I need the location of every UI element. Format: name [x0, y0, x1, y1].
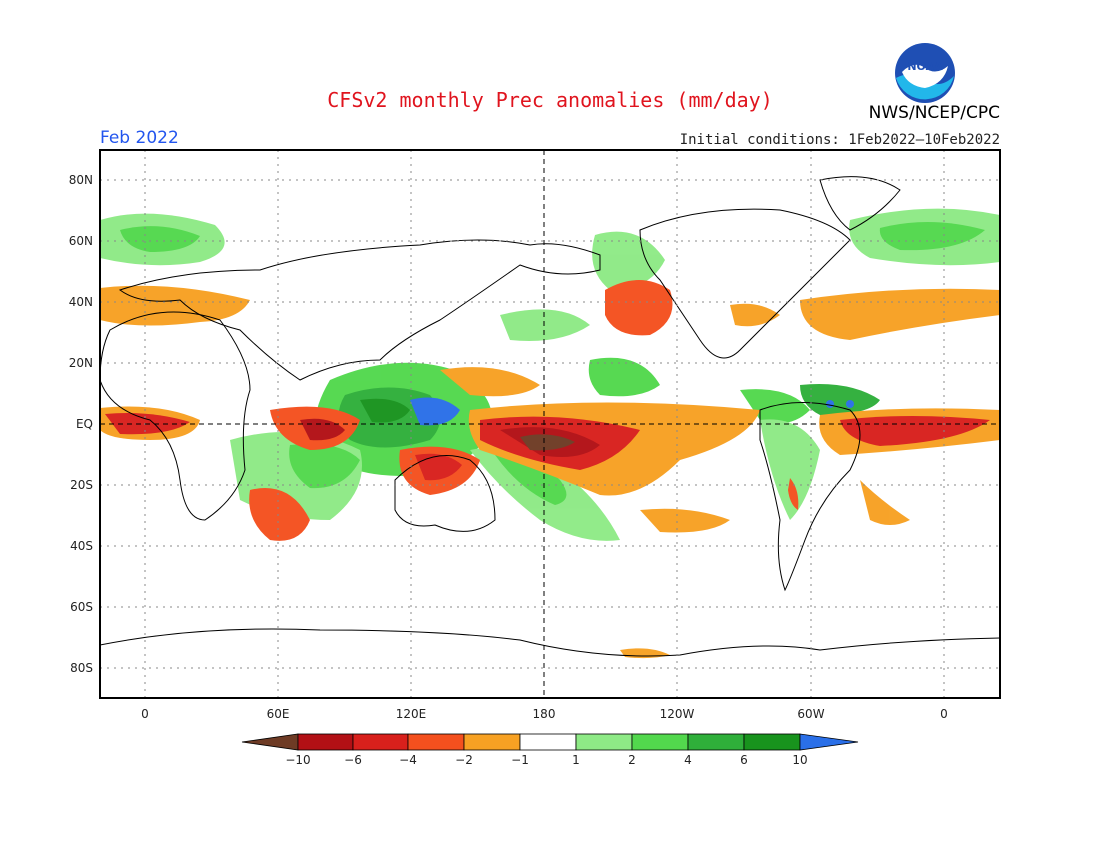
- colorbar-label: −6: [344, 753, 362, 767]
- colorbar-bin: [631, 733, 689, 751]
- map-frame: [99, 149, 1001, 699]
- forecast-month: Feb 2022: [100, 128, 179, 148]
- lat-label: 40N: [69, 295, 93, 309]
- lat-label: 80N: [69, 173, 93, 187]
- colorbar-label: 1: [572, 753, 580, 767]
- colorbar-label: −10: [285, 753, 310, 767]
- colorbar-label: −2: [455, 753, 473, 767]
- anomaly-fields: [100, 208, 1000, 659]
- reference-lines: [100, 150, 1000, 698]
- colorbar-bin: [297, 733, 354, 751]
- lat-label: 20N: [69, 356, 93, 370]
- colorbar-arrow-high: [799, 733, 859, 751]
- colorbar-bin: [407, 733, 465, 751]
- colorbar-label: 2: [628, 753, 636, 767]
- lon-label: 120E: [396, 707, 427, 721]
- noaa-logo: NOAA: [895, 43, 955, 103]
- latitude-axis: 80N 60N 40N 20N EQ 20S 40S 60S 80S: [69, 173, 93, 675]
- colorbar-label: 6: [740, 753, 748, 767]
- lon-label: 0: [141, 707, 149, 721]
- colorbar-bin: [519, 733, 577, 751]
- colorbar: [241, 733, 859, 751]
- lat-label: EQ: [76, 417, 93, 431]
- lat-label: 40S: [70, 539, 93, 553]
- colorbar-labels: −10 −6 −4 −2 −1 1 2 4 6 10: [285, 753, 807, 767]
- lat-label: 60S: [70, 600, 93, 614]
- lat-label: 60N: [69, 234, 93, 248]
- svg-text:NOAA: NOAA: [907, 60, 943, 73]
- colorbar-label: 10: [792, 753, 807, 767]
- agency-label: NWS/NCEP/CPC: [868, 103, 1000, 123]
- lat-label: 20S: [70, 478, 93, 492]
- colorbar-label: −4: [399, 753, 417, 767]
- map-title: CFSv2 monthly Prec anomalies (mm/day): [327, 88, 773, 112]
- lon-label: 120W: [660, 707, 695, 721]
- colorbar-label: 4: [684, 753, 692, 767]
- lon-label: 180: [533, 707, 556, 721]
- longitude-axis: 0 60E 120E 180 120W 60W 0: [141, 707, 948, 721]
- lon-label: 0: [940, 707, 948, 721]
- coastlines: [99, 176, 1001, 657]
- colorbar-bin: [463, 733, 521, 751]
- colorbar-bin: [352, 733, 409, 751]
- lon-label: 60W: [797, 707, 824, 721]
- initial-conditions: Initial conditions: 1Feb2022–10Feb2022: [679, 132, 1000, 148]
- colorbar-bin: [743, 733, 801, 751]
- colorbar-bin: [575, 733, 633, 751]
- colorbar-bin: [687, 733, 745, 751]
- lat-label: 80S: [70, 661, 93, 675]
- lon-label: 60E: [267, 707, 290, 721]
- colorbar-label: −1: [511, 753, 529, 767]
- colorbar-arrow-low: [241, 733, 299, 751]
